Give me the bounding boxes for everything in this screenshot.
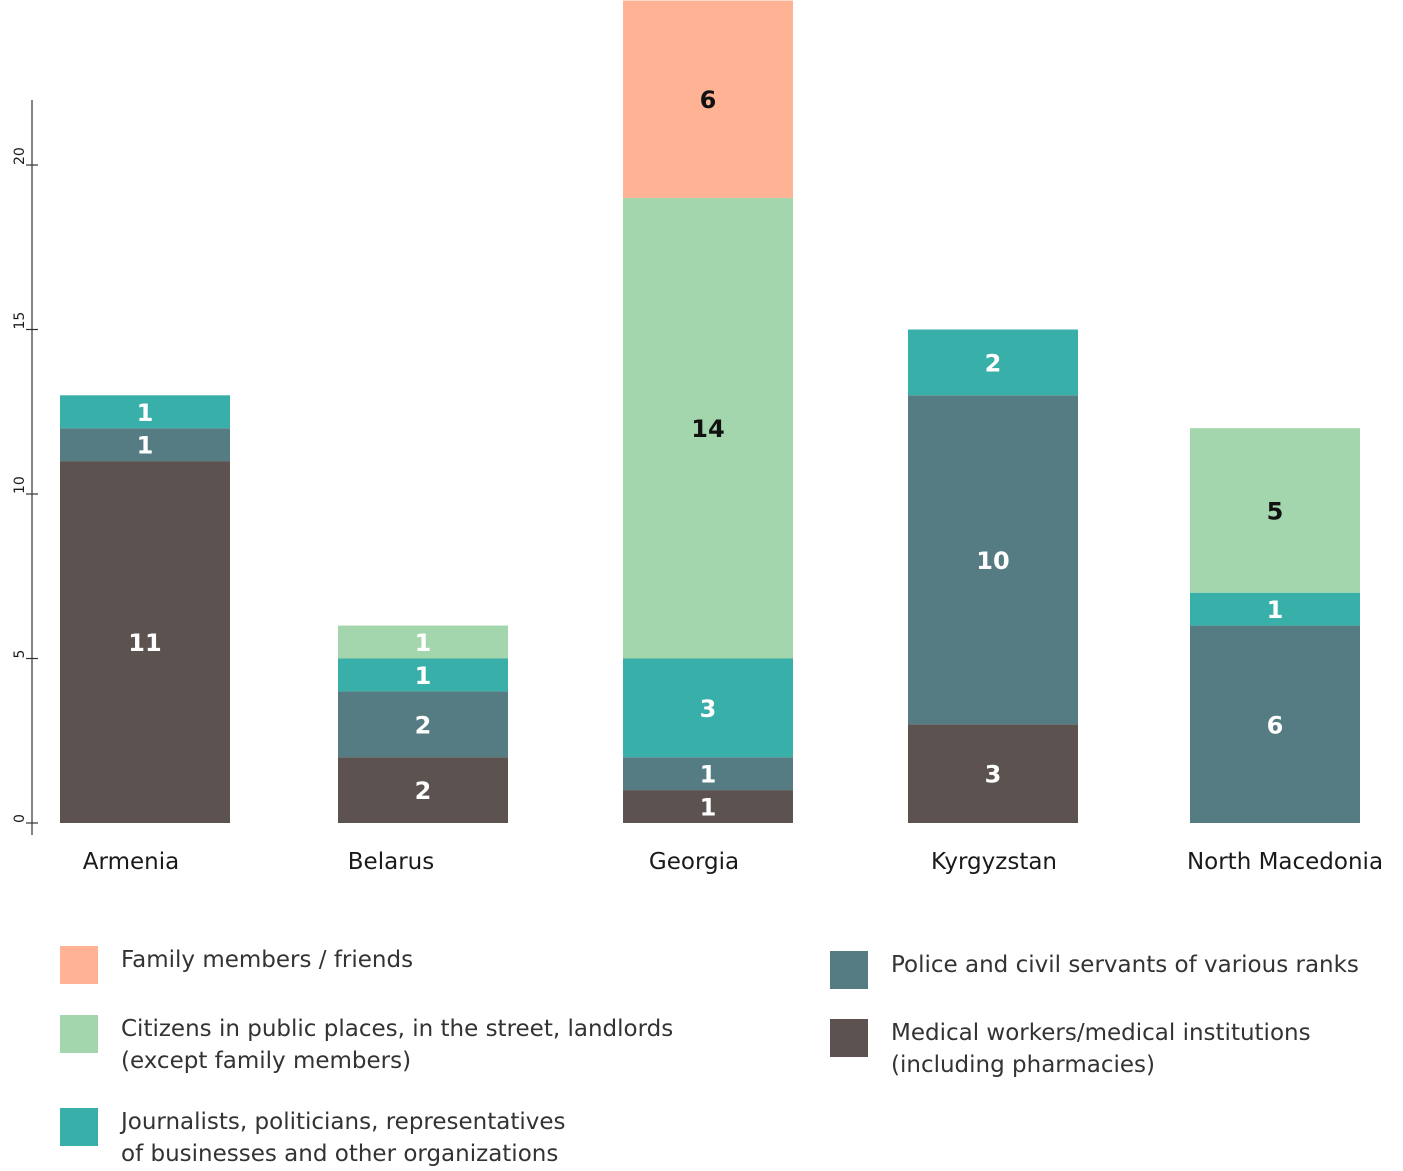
bar-value-label: 1 xyxy=(700,761,717,789)
x-category-label: Kyrgyzstan xyxy=(931,849,1057,875)
bar-segment xyxy=(60,461,230,823)
legend-swatch-family xyxy=(60,946,98,984)
bar-segment xyxy=(623,757,793,791)
bar-value-label: 1 xyxy=(700,794,717,822)
bar-value-label: 3 xyxy=(985,761,1002,789)
bar-segment xyxy=(908,395,1078,725)
bar-segment xyxy=(338,757,508,823)
legend-label-police: Police and civil servants of various ran… xyxy=(891,952,1359,978)
bar-segment xyxy=(338,658,508,692)
legend-label-journalists: Journalists, politicians, representative… xyxy=(121,1109,566,1167)
x-category-label: Georgia xyxy=(649,849,739,875)
y-tick-label: 15 xyxy=(12,312,28,330)
bar-value-label: 1 xyxy=(415,662,432,690)
bar-value-label: 1 xyxy=(137,399,154,427)
bar-segment xyxy=(1190,625,1360,823)
bar-value-label: 1 xyxy=(137,432,154,460)
bar-segment xyxy=(623,658,793,758)
bar-value-label: 5 xyxy=(1267,497,1284,525)
bar-value-label: 10 xyxy=(976,547,1009,575)
x-category-label: North Macedonia xyxy=(1187,849,1383,875)
x-category-label: Belarus xyxy=(348,849,434,875)
bar-value-label: 11 xyxy=(128,629,161,657)
bar-segment xyxy=(908,329,1078,396)
legend-swatch-journalists xyxy=(60,1108,98,1146)
y-axis-ticks: 0 5 10 15 20 xyxy=(12,147,38,824)
legend-item-medical: Medical workers/medical institutions (in… xyxy=(830,1019,1311,1081)
bar-value-label: 1 xyxy=(415,629,432,657)
bar-segment xyxy=(623,790,793,823)
x-category-label: Armenia xyxy=(83,849,179,875)
bar-value-label: 14 xyxy=(691,415,724,443)
bar-segment xyxy=(1190,428,1360,593)
bar-segment xyxy=(908,724,1078,823)
bar-value-label: 6 xyxy=(1267,711,1284,739)
legend-item-citizens: Citizens in public places, in the street… xyxy=(60,1015,673,1077)
legend-swatch-medical xyxy=(830,1019,868,1057)
legend-item-police: Police and civil servants of various ran… xyxy=(830,951,1359,989)
y-tick-label: 10 xyxy=(12,476,28,494)
legend-label-family: Family members / friends xyxy=(121,947,414,973)
bar-segment xyxy=(338,691,508,758)
bar-value-label: 2 xyxy=(985,349,1002,377)
bar-value-label: 1 xyxy=(1267,596,1284,624)
bar-value-label: 2 xyxy=(415,777,432,805)
legend-item-family: Family members / friends xyxy=(60,946,413,984)
legend-item-journalists: Journalists, politicians, representative… xyxy=(60,1108,566,1170)
y-tick-label: 5 xyxy=(12,650,28,659)
bar-segment xyxy=(623,197,793,659)
bar-value-label: 2 xyxy=(415,711,432,739)
legend-label-medical: Medical workers/medical institutions (in… xyxy=(891,1020,1311,1078)
bar-segment xyxy=(1190,592,1360,626)
legend-swatch-citizens xyxy=(60,1015,98,1053)
bar-segment xyxy=(60,395,230,429)
bar-segment xyxy=(623,0,793,198)
bar-segment xyxy=(60,428,230,462)
y-tick-label: 0 xyxy=(12,814,28,823)
y-tick-label: 20 xyxy=(12,147,28,165)
bar-value-label: 3 xyxy=(700,695,717,723)
bar-value-label: 6 xyxy=(700,86,717,114)
legend-label-citizens: Citizens in public places, in the street… xyxy=(121,1016,674,1074)
category-labels: Armenia Belarus Georgia Kyrgyzstan North Mac… xyxy=(83,849,1383,875)
bar-segment xyxy=(338,625,508,659)
legend-swatch-police xyxy=(830,951,868,989)
